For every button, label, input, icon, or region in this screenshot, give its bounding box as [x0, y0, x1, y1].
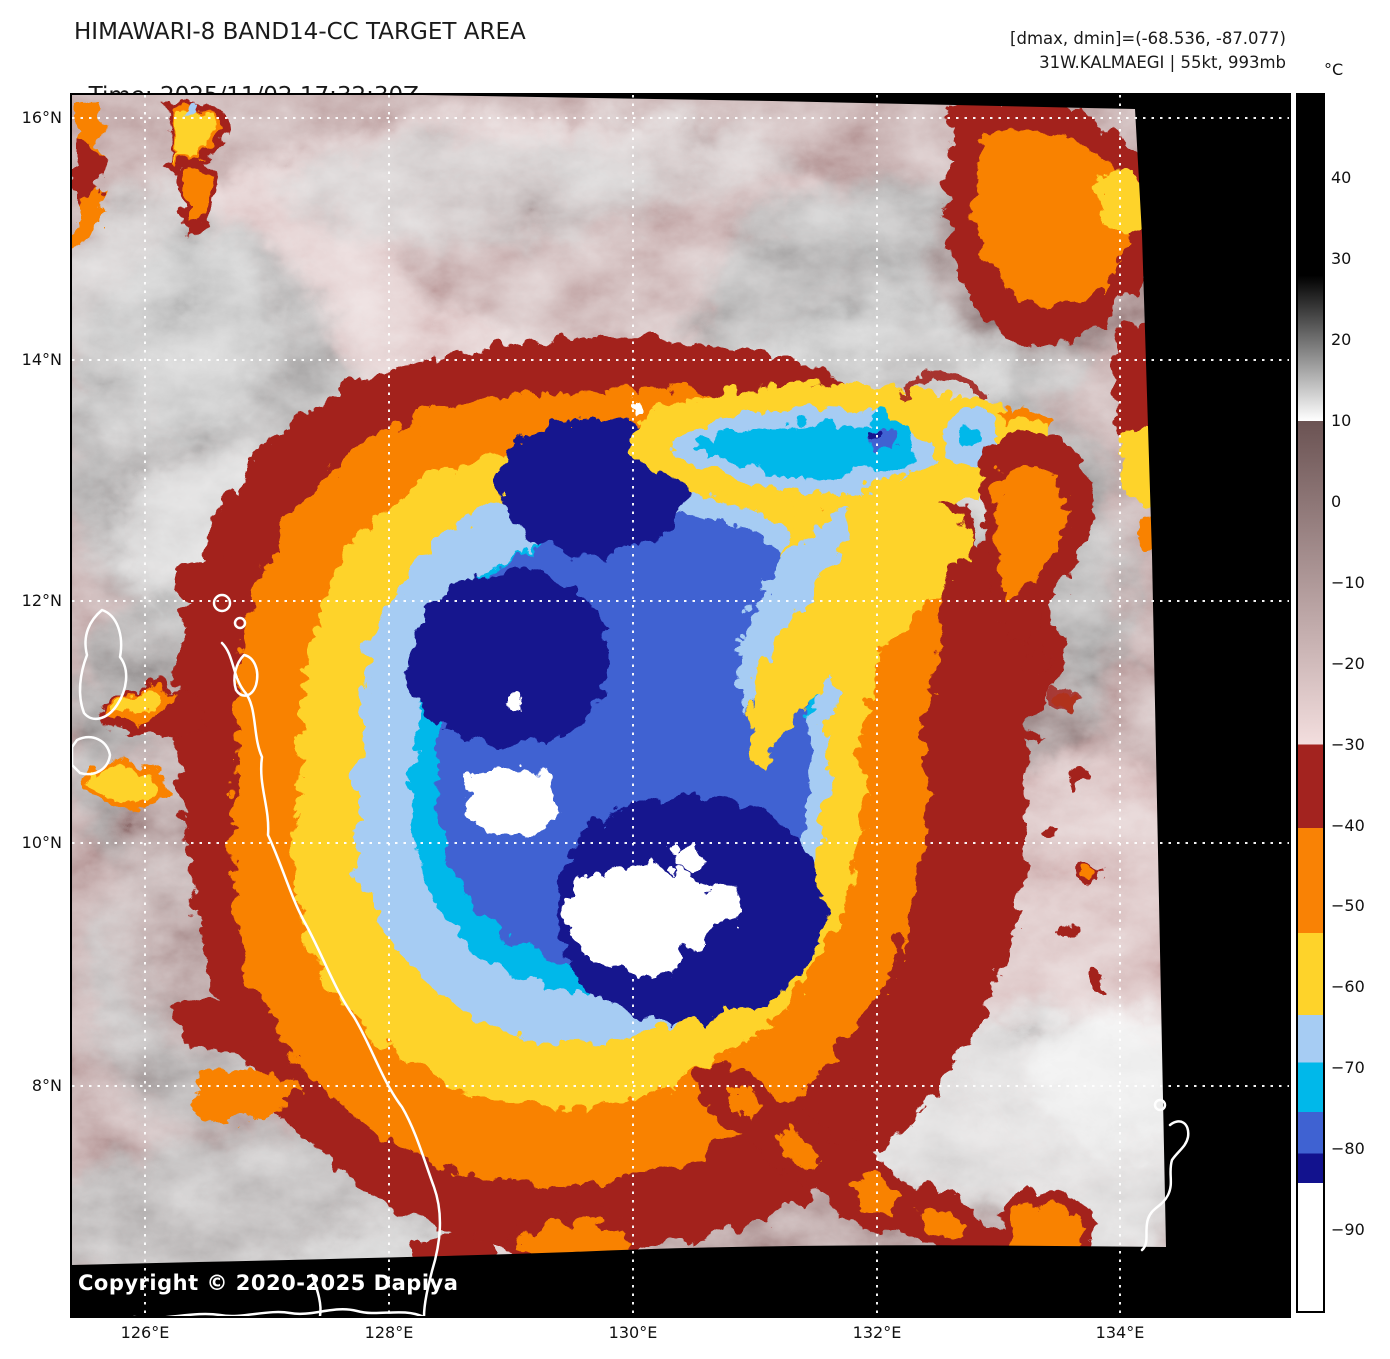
- lon-tick-label: 126°E: [105, 1322, 185, 1344]
- colorbar-unit-label: °C: [1324, 60, 1343, 79]
- dmax-dmin-line: [dmax, dmin]=(-68.536, -87.077): [1010, 29, 1286, 48]
- satellite-image: [72, 95, 1289, 1316]
- lat-tick-label: 16°N: [0, 107, 62, 129]
- screen: HIMAWARI-8 BAND14-CC TARGET AREA Time: 2…: [0, 0, 1390, 1359]
- lon-tick-label: 134°E: [1080, 1322, 1160, 1344]
- colorbar-tick-label: 20: [1331, 329, 1351, 351]
- colorbar-tick-label: 10: [1331, 410, 1351, 432]
- lat-tick-label: 12°N: [0, 590, 62, 612]
- title-line: HIMAWARI-8 BAND14-CC TARGET AREA: [74, 19, 526, 45]
- data-swath: [72, 95, 1289, 1316]
- colorbar-tick-label: −10: [1331, 572, 1365, 594]
- lat-tick-label: 8°N: [0, 1075, 62, 1097]
- lon-tick-label: 132°E: [837, 1322, 917, 1344]
- colorbar-tick-label: −90: [1331, 1219, 1365, 1241]
- colorbar-tick-label: 30: [1331, 248, 1351, 270]
- colorbar-tick-label: −80: [1331, 1138, 1365, 1160]
- colorbar-tick-label: −70: [1331, 1057, 1365, 1079]
- colorbar-tick-label: 0: [1331, 491, 1341, 513]
- colorbar: [1298, 95, 1323, 1311]
- colorbar-labels: 40 30 20 10 0 −10 −20 −30 −40 −50 −60 −70 −80 −90: [1331, 95, 1390, 1311]
- colorbar-tick-label: 40: [1331, 167, 1351, 189]
- colorbar-tick-label: −20: [1331, 653, 1365, 675]
- colorbar-tick-label: −50: [1331, 895, 1365, 917]
- lat-tick-label: 14°N: [0, 349, 62, 371]
- copyright-text: Copyright © 2020-2025 Dapiya: [78, 1271, 458, 1295]
- colorbar-tick-label: −30: [1331, 734, 1365, 756]
- storm-info-line: 31W.KALMAEGI | 55kt, 993mb: [1039, 53, 1286, 72]
- map-plot: Copyright © 2020-2025 Dapiya: [72, 95, 1289, 1316]
- lon-tick-label: 128°E: [349, 1322, 429, 1344]
- lon-tick-label: 130°E: [593, 1322, 673, 1344]
- storm-annotation: [dmax, dmin]=(-68.536, -87.077) 31W.KALM…: [1010, 27, 1286, 75]
- lat-tick-label: 10°N: [0, 832, 62, 854]
- colorbar-tick-label: −40: [1331, 815, 1365, 837]
- colorbar-gradient: [1298, 95, 1323, 1311]
- colorbar-tick-label: −60: [1331, 976, 1365, 998]
